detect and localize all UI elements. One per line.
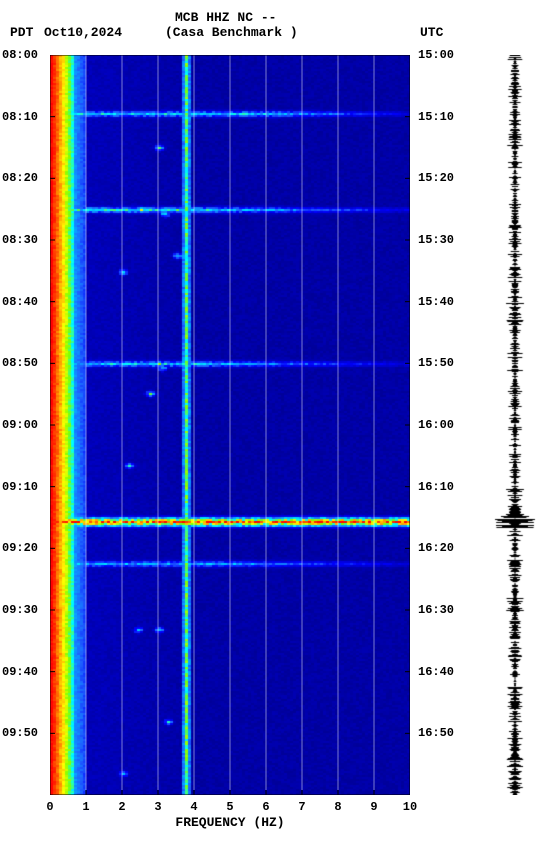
ytick-left: 09:50 [2, 726, 38, 740]
chart-header: PDT Oct10,2024 MCB HHZ NC -- (Casa Bench… [0, 0, 552, 50]
xtick: 7 [298, 800, 305, 814]
xtick: 3 [154, 800, 161, 814]
ytick-right: 15:40 [418, 295, 454, 309]
x-axis-label: FREQUENCY (HZ) [50, 815, 410, 830]
spectrogram-plot [50, 55, 410, 795]
ytick-right: 16:10 [418, 480, 454, 494]
ytick-left: 08:10 [2, 110, 38, 124]
ytick-left: 08:20 [2, 171, 38, 185]
xtick: 9 [370, 800, 377, 814]
ytick-right: 16:00 [418, 418, 454, 432]
ytick-left: 09:40 [2, 665, 38, 679]
tz-local-label: PDT [10, 25, 33, 40]
ytick-left: 09:10 [2, 480, 38, 494]
tz-utc-label: UTC [420, 25, 443, 40]
ytick-left: 09:20 [2, 541, 38, 555]
xtick: 5 [226, 800, 233, 814]
xtick: 2 [118, 800, 125, 814]
ytick-left: 08:00 [2, 48, 38, 62]
ytick-left: 09:00 [2, 418, 38, 432]
xtick: 10 [403, 800, 417, 814]
xtick: 8 [334, 800, 341, 814]
date-label: Oct10,2024 [44, 25, 122, 40]
ytick-right: 15:30 [418, 233, 454, 247]
ytick-right: 15:00 [418, 48, 454, 62]
xtick: 1 [82, 800, 89, 814]
station-label: MCB HHZ NC -- [175, 10, 276, 25]
xtick: 6 [262, 800, 269, 814]
ytick-left: 08:40 [2, 295, 38, 309]
ytick-right: 15:10 [418, 110, 454, 124]
spectrogram-canvas [50, 55, 410, 795]
ytick-left: 08:50 [2, 356, 38, 370]
ytick-right: 15:50 [418, 356, 454, 370]
ytick-left: 09:30 [2, 603, 38, 617]
xtick: 0 [46, 800, 53, 814]
xtick: 4 [190, 800, 197, 814]
waveform-canvas [490, 55, 540, 795]
ytick-right: 16:50 [418, 726, 454, 740]
location-label: (Casa Benchmark ) [165, 25, 298, 40]
ytick-right: 15:20 [418, 171, 454, 185]
ytick-right: 16:40 [418, 665, 454, 679]
waveform-plot [490, 55, 540, 795]
ytick-right: 16:30 [418, 603, 454, 617]
ytick-right: 16:20 [418, 541, 454, 555]
ytick-left: 08:30 [2, 233, 38, 247]
